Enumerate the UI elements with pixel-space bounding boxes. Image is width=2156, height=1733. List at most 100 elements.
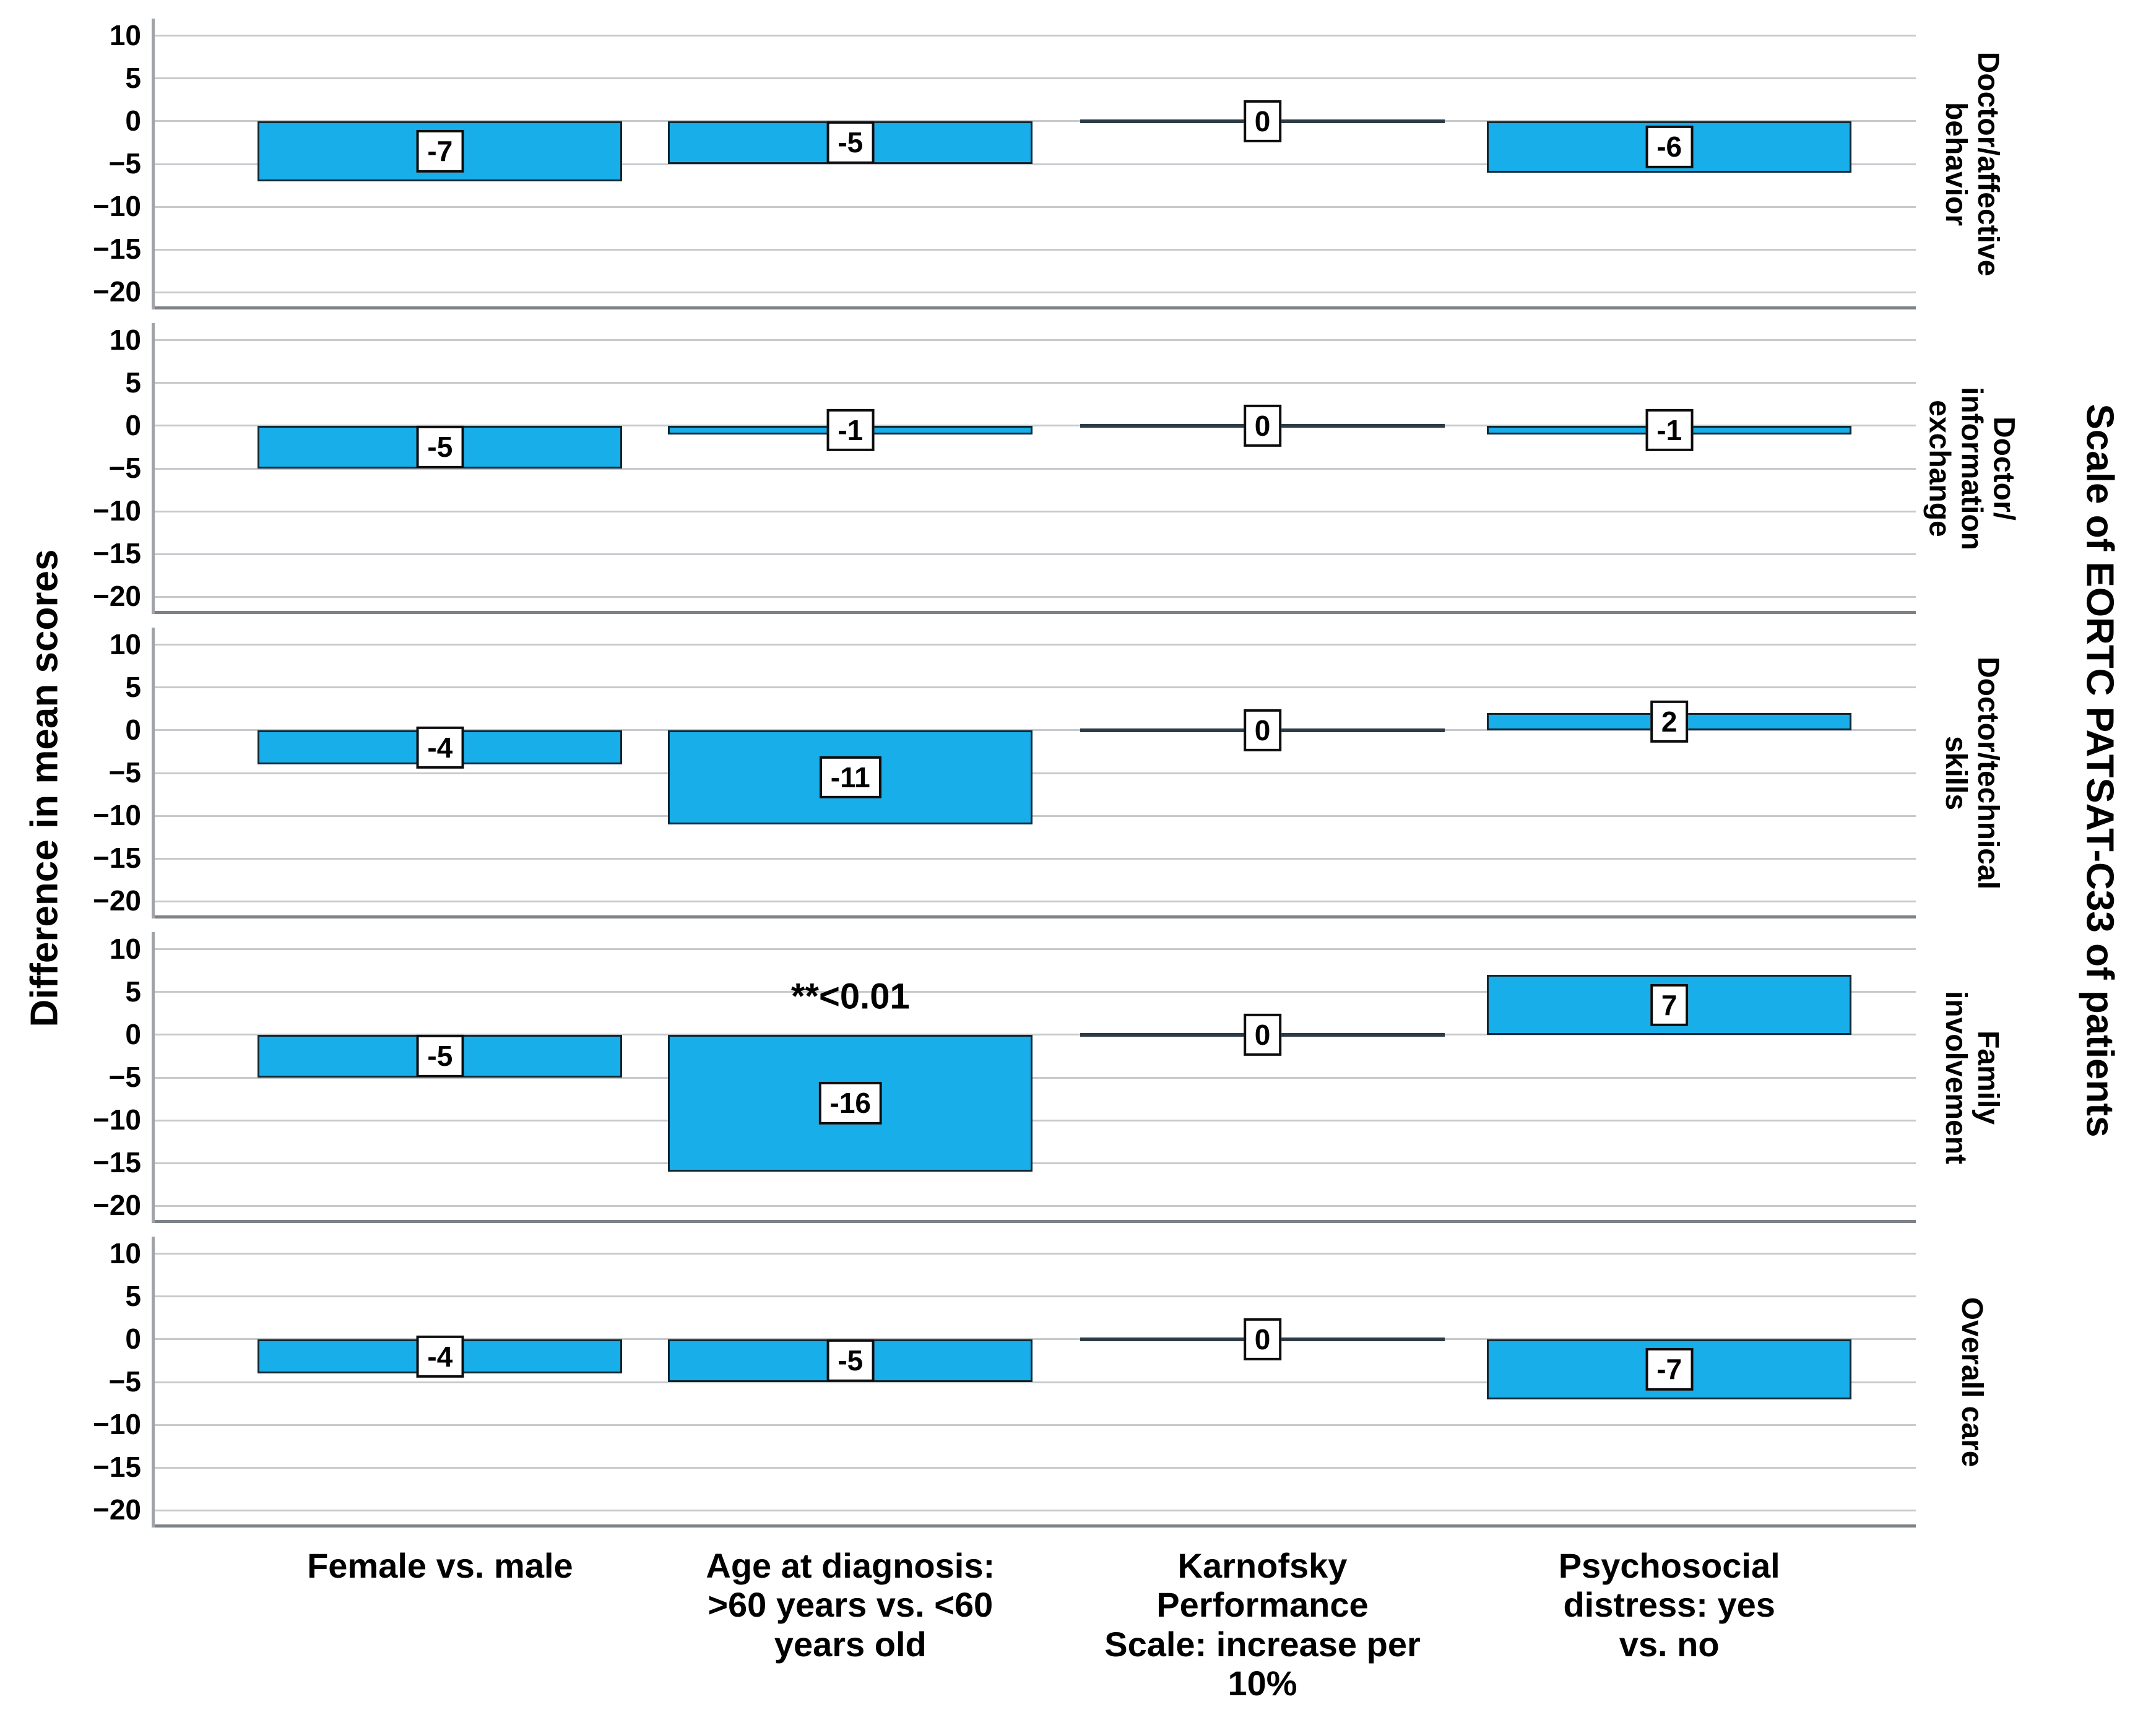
significance-annotation: **<0.01	[790, 976, 910, 1017]
y-tick-label: 10	[109, 19, 141, 51]
y-tick-label: −10	[92, 495, 141, 527]
gridline--15	[155, 553, 1916, 555]
gridline-5	[155, 991, 1916, 993]
y-axis-line	[152, 323, 155, 614]
panel-right-label: Family involvement	[1939, 990, 2004, 1165]
y-tick-label: −10	[92, 1408, 141, 1441]
x-label-female-vs-male: Female vs. male	[307, 1546, 573, 1585]
bar-value-label: -4	[416, 726, 464, 769]
y-tick-label: 0	[125, 1322, 141, 1355]
right-axis-title: Scale of EORTC PATSAT-C33 of patients	[2078, 404, 2121, 1138]
panel-bottom-border	[155, 1524, 1916, 1528]
bar-value-label: -7	[416, 130, 464, 173]
gridline-5	[155, 77, 1916, 80]
bar-value-label: 7	[1650, 983, 1689, 1026]
panel-bottom-border	[155, 1220, 1916, 1223]
gridline-10	[155, 948, 1916, 951]
y-tick-label: 10	[109, 932, 141, 965]
y-tick-label: −20	[92, 275, 141, 308]
y-tick-label: 5	[125, 1279, 141, 1312]
y-tick-label: −5	[108, 451, 141, 484]
bar-value-label: 0	[1243, 1318, 1282, 1361]
bar-value-label: 0	[1243, 100, 1282, 143]
y-axis-line	[152, 932, 155, 1223]
bar-value-label: -4	[416, 1335, 464, 1378]
gridline--20	[155, 900, 1916, 902]
gridline--5	[155, 467, 1916, 470]
gridline--5	[155, 163, 1916, 165]
bar-value-label: 0	[1243, 404, 1282, 447]
y-tick-label: −10	[92, 1104, 141, 1136]
gridline--15	[155, 1466, 1916, 1469]
gridline--5	[155, 1076, 1916, 1079]
gridline--15	[155, 857, 1916, 860]
gridline--10	[155, 510, 1916, 512]
y-tick-label: −5	[108, 147, 141, 179]
y-tick-label: 5	[125, 61, 141, 94]
y-axis-line	[152, 628, 155, 918]
bar-value-label: 0	[1243, 1013, 1282, 1057]
panel-bottom-border	[155, 915, 1916, 918]
panel-5: 10 5 0 −5 −10 −15 −20 -4 -5 0 -7 Overall care	[93, 1237, 1988, 1528]
y-axis-line	[152, 1237, 155, 1528]
y-tick-label: 0	[125, 408, 141, 441]
gridline--10	[155, 815, 1916, 817]
bar-value-label: 0	[1243, 709, 1282, 752]
gridline-0	[155, 729, 1916, 732]
y-tick-label: −15	[92, 537, 141, 570]
y-tick-label: 0	[125, 713, 141, 746]
gridline--20	[155, 595, 1916, 598]
y-tick-label: 10	[109, 628, 141, 660]
panels: 10 5 0 −5 −10 −15 −20 -7 -5 0 -6 Doctor/affective b…	[93, 19, 2020, 1529]
y-axis-line	[152, 19, 155, 309]
gridline-0	[155, 425, 1916, 427]
panel-2: 10 5 0 −5 −10 −15 −20 -5 -1 0 -1 Doctor/ informatio…	[93, 323, 2020, 614]
y-tick-label: −15	[92, 842, 141, 875]
y-tick-label: 5	[125, 670, 141, 703]
y-axis-title: Difference in mean scores	[23, 549, 66, 1027]
x-label-karnofsky: Karnofsky Performance Scale: increase pe…	[1104, 1546, 1421, 1703]
gridline-5	[155, 686, 1916, 689]
y-tick-label: 5	[125, 975, 141, 1008]
y-tick-label: −15	[92, 1451, 141, 1484]
y-tick-label: −20	[92, 580, 141, 613]
bar-value-label: -5	[826, 121, 875, 164]
panel-right-label: Doctor/ information exchange	[1923, 387, 2020, 550]
x-label-age-at-diagnosis: Age at diagnosis: >60 years vs. <60 year…	[706, 1546, 995, 1664]
panel-right-label: Doctor/affective behavior	[1939, 51, 2004, 277]
x-label-psychosocial-distress: Psychosocial distress: yes vs. no	[1558, 1546, 1780, 1664]
bar-value-label: -1	[1645, 408, 1694, 451]
gridline-5	[155, 1295, 1916, 1298]
gridline--10	[155, 205, 1916, 208]
gridline--10	[155, 1119, 1916, 1121]
gridline--20	[155, 1509, 1916, 1511]
gridline-10	[155, 339, 1916, 342]
gridline-5	[155, 382, 1916, 384]
panel-right-label: Overall care	[1955, 1297, 1988, 1467]
bar-value-label: -6	[1645, 126, 1694, 168]
gridline--5	[155, 772, 1916, 774]
y-tick-label: −15	[92, 233, 141, 266]
panel-4: 10 5 0 −5 −10 −15 −20 -5 -16 0 7 Family involvement…	[93, 932, 2004, 1223]
panel-right-label: Doctor/technical skills	[1939, 656, 2004, 890]
bar-value-label: -7	[1645, 1348, 1694, 1391]
gridline--15	[155, 1162, 1916, 1164]
y-tick-label: −10	[92, 799, 141, 832]
y-tick-label: 0	[125, 1018, 141, 1050]
gridline--20	[155, 291, 1916, 293]
panel-bottom-border	[155, 306, 1916, 309]
y-tick-label: 10	[109, 323, 141, 356]
y-tick-label: −20	[92, 884, 141, 917]
y-tick-label: 0	[125, 104, 141, 137]
gridline-0	[155, 1338, 1916, 1341]
gridline--5	[155, 1381, 1916, 1383]
y-tick-label: −15	[92, 1146, 141, 1179]
bar-value-label: -5	[826, 1339, 875, 1382]
gridline-0	[155, 120, 1916, 123]
bar-value-label: -5	[416, 426, 464, 469]
gridline-10	[155, 35, 1916, 37]
y-tick-label: −5	[108, 1060, 141, 1093]
gridline-10	[155, 1253, 1916, 1255]
x-axis-labels: Female vs. male Age at diagnosis: >60 ye…	[155, 1546, 1916, 1732]
panel-bottom-border	[155, 611, 1916, 614]
